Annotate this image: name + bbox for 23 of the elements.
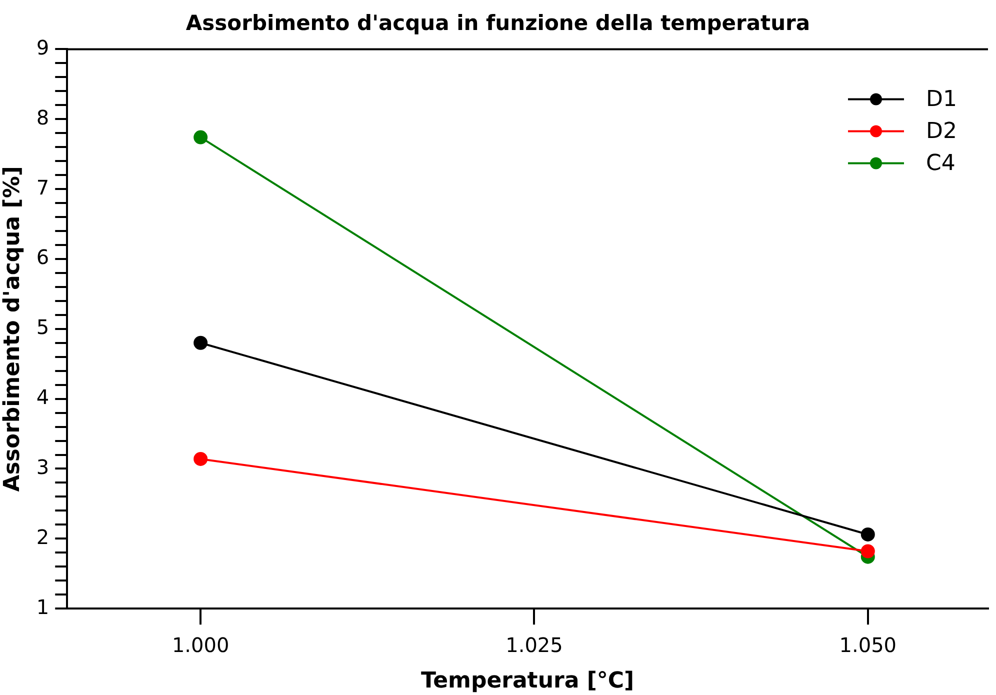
x-tick-label: 1.000 <box>172 632 230 657</box>
legend-label: D2 <box>926 118 957 144</box>
y-tick-label: 5 <box>36 315 50 340</box>
chart-title: Assorbimento d'acqua in funzione della temperatura <box>186 11 810 36</box>
x-tick-label: 1.050 <box>839 632 897 657</box>
y-tick-label: 1 <box>36 594 50 619</box>
x-axis-title: Temperatura [°C] <box>421 668 634 694</box>
point <box>194 452 208 466</box>
point <box>194 336 208 350</box>
x-tick-label: 1.025 <box>506 632 563 657</box>
y-tick-label: 2 <box>36 524 50 549</box>
point <box>860 544 875 558</box>
y-tick-label: 3 <box>36 454 50 479</box>
point <box>194 130 208 144</box>
legend-label: D1 <box>926 86 957 112</box>
y-tick-label: 9 <box>36 35 50 60</box>
y-axis-title: Assorbimento d'acqua [%] <box>0 166 25 492</box>
legend-label: C4 <box>926 150 956 176</box>
y-tick-label: 4 <box>36 385 50 410</box>
y-tick-label: 7 <box>36 175 50 200</box>
point <box>860 527 875 542</box>
y-tick-label: 8 <box>36 105 50 130</box>
y-tick-label: 6 <box>36 245 50 270</box>
